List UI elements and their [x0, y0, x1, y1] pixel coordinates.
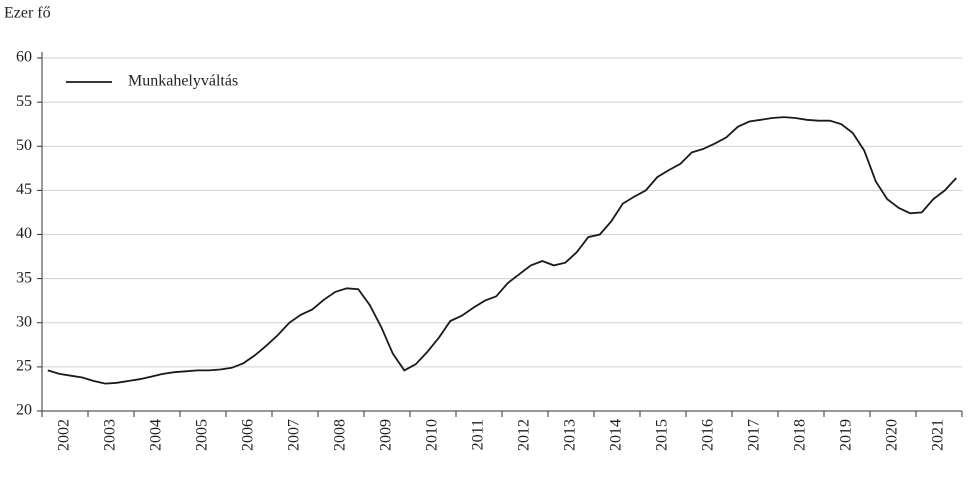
legend-label: Munkahelyváltás [128, 73, 238, 90]
x-tick-label: 2012 [516, 419, 533, 451]
x-tick-label: 2004 [148, 419, 165, 451]
x-tick-label: 2019 [838, 419, 855, 451]
x-tick-label: 2011 [470, 419, 487, 450]
y-axis-label: Ezer fő [4, 5, 51, 22]
y-tick-label: 55 [16, 93, 32, 110]
x-tick-label: 2008 [332, 419, 349, 451]
x-tick-label: 2006 [240, 419, 257, 451]
x-tick-label: 2007 [286, 419, 303, 451]
y-tick-label: 45 [16, 181, 32, 198]
x-tick-label: 2020 [884, 419, 901, 451]
x-tick-label: 2016 [700, 419, 717, 451]
x-tick-label: 2009 [378, 419, 395, 451]
x-tick-label: 2018 [792, 419, 809, 451]
y-tick-label: 40 [16, 225, 32, 242]
y-tick-label: 35 [16, 269, 32, 286]
y-tick-label: 20 [16, 402, 32, 419]
x-tick-label: 2003 [102, 419, 119, 451]
y-tick-label: 50 [16, 137, 32, 154]
x-tick-label: 2015 [654, 419, 671, 451]
line [47, 116, 957, 385]
x-tick-label: 2017 [746, 419, 763, 451]
y-tick-label: 25 [16, 358, 32, 375]
x-tick-label: 2021 [930, 419, 947, 451]
x-tick-label: 2010 [424, 419, 441, 451]
x-tick-label: 2014 [608, 419, 625, 451]
y-tick-label: 60 [16, 49, 32, 66]
y-tick-label: 30 [16, 313, 32, 330]
x-tick-label: 2002 [56, 419, 73, 451]
x-tick-label: 2013 [562, 419, 579, 451]
x-tick-label: 2005 [194, 419, 211, 451]
